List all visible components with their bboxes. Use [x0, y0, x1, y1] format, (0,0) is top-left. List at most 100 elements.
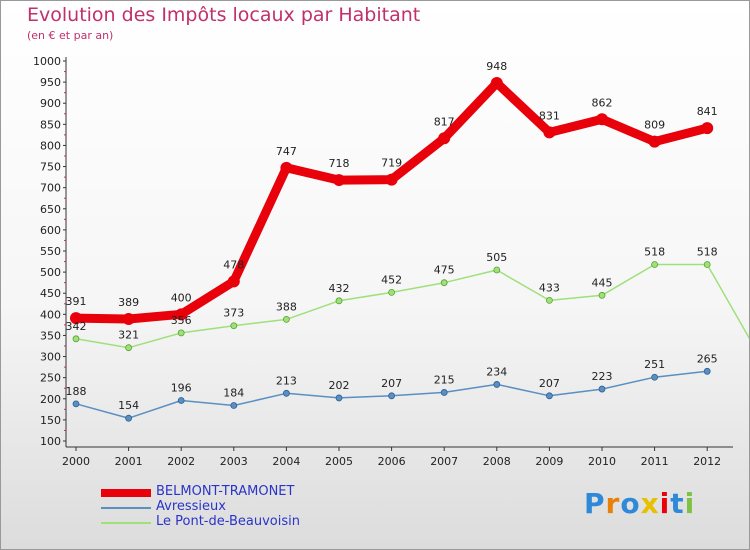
- data-label: 342: [66, 320, 87, 333]
- data-label: 862: [592, 96, 613, 109]
- x-tick-label: 2009: [535, 455, 563, 468]
- chart-title: Evolution des Impôts locaux par Habitant: [27, 4, 421, 26]
- data-point: [282, 315, 290, 323]
- data-point: [177, 397, 185, 404]
- logo-letter: x: [640, 487, 660, 520]
- y-tick-label: 750: [40, 161, 61, 174]
- data-point: [282, 389, 290, 397]
- y-tick-label: 400: [40, 308, 61, 321]
- legend-swatch: [101, 507, 151, 509]
- series-line-le-pont-de-beauvoisin: [75, 263, 749, 349]
- data-label: 188: [66, 385, 87, 398]
- data-label: 265: [697, 352, 718, 365]
- logo-letter: P: [584, 487, 606, 520]
- data-label: 234: [486, 365, 507, 378]
- data-point: [703, 367, 711, 375]
- logo-letter: i: [684, 487, 696, 520]
- legend-swatch: [101, 489, 151, 497]
- data-point: [438, 132, 451, 145]
- y-tick-label: 500: [40, 266, 61, 279]
- data-label: 391: [66, 295, 87, 308]
- data-label: 202: [329, 379, 350, 392]
- data-label: 433: [539, 281, 560, 294]
- data-point: [651, 261, 658, 268]
- x-tick-label: 2001: [115, 455, 143, 468]
- y-tick-label: 1000: [33, 55, 61, 68]
- y-tick-label: 200: [40, 393, 61, 406]
- data-point: [335, 394, 343, 402]
- data-point: [230, 402, 238, 409]
- data-label: 356: [171, 314, 192, 327]
- data-point: [72, 400, 80, 408]
- data-point: [125, 344, 132, 352]
- x-tick-label: 2010: [588, 455, 616, 468]
- y-tick-label: 150: [40, 414, 61, 427]
- y-tick-label: 350: [40, 329, 61, 342]
- y-tick-label: 650: [40, 203, 61, 216]
- data-label: 223: [592, 370, 613, 383]
- data-labels: 391 389 400 478 747 718 719 817 948 831 862 809 841 1…: [66, 60, 718, 412]
- data-label: 948: [486, 60, 507, 73]
- data-point: [546, 296, 553, 304]
- data-point: [335, 297, 343, 305]
- y-tick-label: 550: [40, 245, 61, 258]
- data-label: 215: [434, 373, 455, 386]
- chart-axes: 100 150 200 250 300 350 400 450 500 550 600 650 700 7…: [33, 55, 733, 468]
- data-label: 747: [276, 145, 297, 158]
- data-label: 475: [434, 264, 455, 277]
- data-point: [72, 335, 80, 343]
- data-point: [648, 135, 661, 148]
- legend-label: BELMONT-TRAMONET: [156, 484, 295, 499]
- data-label: 445: [592, 276, 613, 289]
- y-tick-label: 100: [40, 435, 61, 448]
- data-point: [122, 312, 135, 325]
- data-label: 505: [486, 251, 507, 264]
- data-point: [651, 373, 658, 381]
- y-tick-label: 900: [40, 97, 61, 110]
- data-point: [440, 389, 448, 396]
- x-tick-label: 2008: [483, 455, 511, 468]
- x-tick-label: 2004: [272, 455, 300, 468]
- proxiti-logo: Proxiti: [584, 487, 695, 520]
- data-label: 184: [223, 387, 244, 400]
- data-label: 389: [118, 296, 139, 309]
- data-point: [543, 126, 556, 139]
- data-point: [177, 329, 185, 337]
- series-layer: [70, 76, 749, 422]
- logo-letter: r: [605, 487, 621, 520]
- x-tick-label: 2003: [220, 455, 248, 468]
- legend-swatch: [101, 522, 151, 524]
- y-tick-label: 800: [40, 139, 61, 152]
- x-tick-label: 2011: [641, 455, 669, 468]
- data-point: [125, 414, 132, 422]
- x-tick-label: 2007: [430, 455, 458, 468]
- y-tick-label: 600: [40, 224, 61, 237]
- data-label: 518: [644, 246, 665, 259]
- data-point: [546, 392, 553, 400]
- data-label: 432: [329, 282, 350, 295]
- logo-letter: t: [670, 487, 685, 520]
- data-point: [388, 288, 396, 296]
- data-point: [388, 392, 396, 400]
- logo-letter: o: [620, 487, 641, 520]
- data-label: 841: [697, 105, 718, 118]
- x-tick-label: 2006: [378, 455, 406, 468]
- data-point: [280, 161, 293, 174]
- data-label: 478: [223, 258, 244, 271]
- y-tick-label: 300: [40, 351, 61, 364]
- data-label: 207: [381, 377, 402, 390]
- data-label: 809: [644, 119, 665, 132]
- data-label: 817: [434, 115, 455, 128]
- data-point: [596, 113, 608, 126]
- y-tick-label: 450: [40, 287, 61, 300]
- data-label: 251: [644, 358, 665, 371]
- x-tick-label: 2000: [62, 455, 90, 468]
- data-point: [701, 122, 714, 135]
- y-tick-label: 850: [40, 118, 61, 131]
- data-point: [70, 312, 82, 325]
- chart-subtitle: (en € et par an): [27, 29, 114, 42]
- data-label: 452: [381, 273, 402, 286]
- data-point: [493, 266, 501, 274]
- x-tick-label: 2002: [167, 455, 195, 468]
